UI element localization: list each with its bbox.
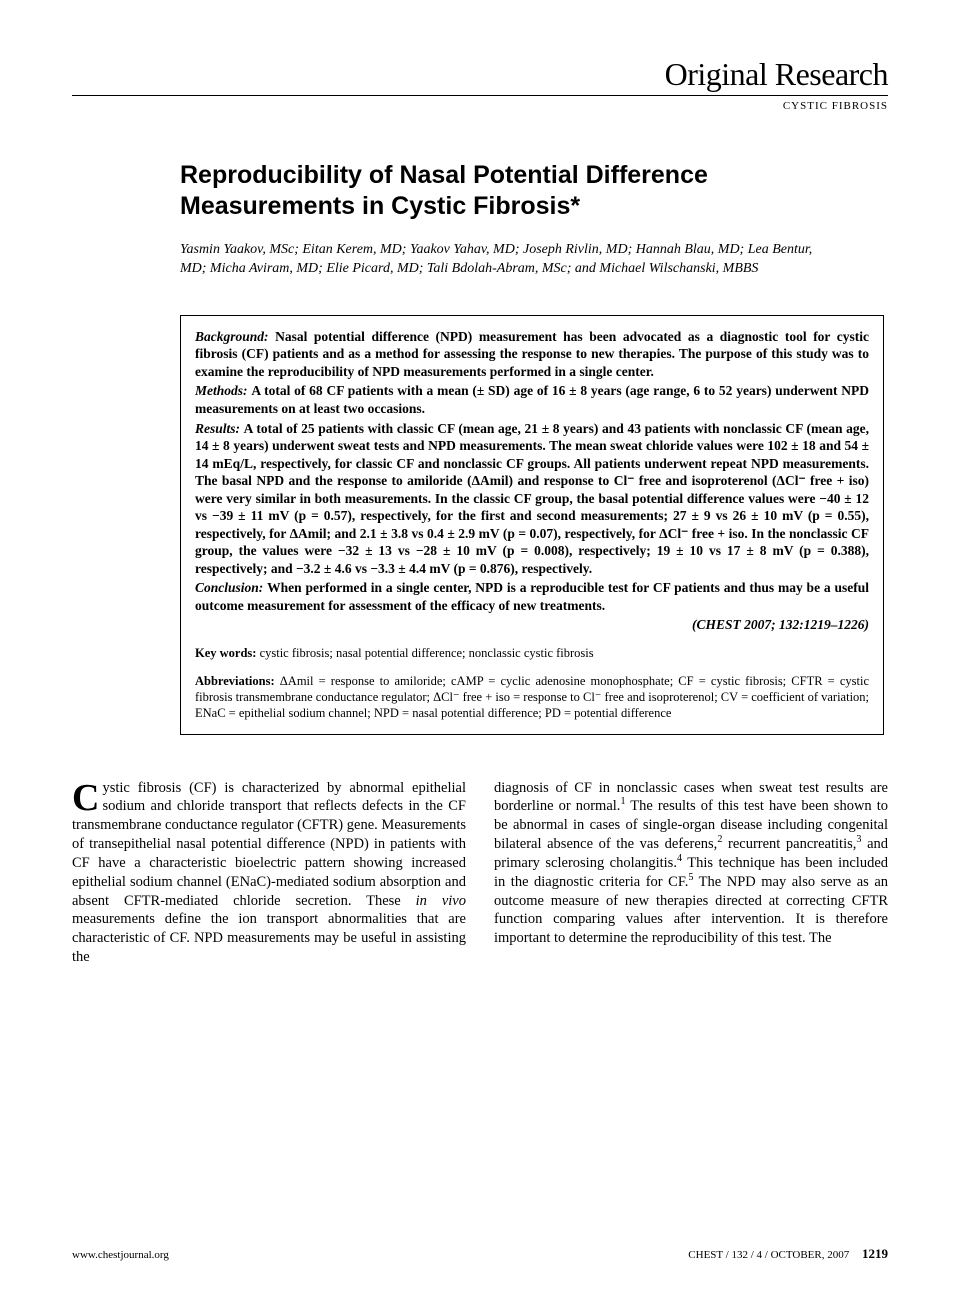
dropcap: C: [72, 779, 102, 814]
abstract-methods-text: A total of 68 CF patients with a mean (±…: [195, 383, 869, 416]
abstract-conclusion-label: Conclusion:: [195, 580, 263, 595]
page-footer: www.chestjournal.org CHEST / 132 / 4 / O…: [72, 1246, 888, 1262]
abstract-background-text: Nasal potential difference (NPD) measure…: [195, 329, 869, 379]
abstract-results-text: A total of 25 patients with classic CF (…: [195, 421, 869, 576]
body-col1-rest: measurements define the ion transport ab…: [72, 911, 466, 965]
body-col1-first: ystic fibrosis (CF) is characterized by …: [72, 780, 466, 909]
keywords-text: cystic fibrosis; nasal potential differe…: [256, 646, 593, 660]
section-header: Original Research: [72, 56, 888, 95]
body-column-right: diagnosis of CF in nonclassic cases when…: [494, 779, 888, 967]
body-columns: Cystic fibrosis (CF) is characterized by…: [72, 779, 888, 967]
keywords-label: Key words:: [195, 646, 256, 660]
abstract-background-label: Background:: [195, 329, 269, 344]
subsection-label: CYSTIC FIBROSIS: [72, 100, 888, 112]
body-column-left: Cystic fibrosis (CF) is characterized by…: [72, 779, 466, 967]
abstract-background: Background: Nasal potential difference (…: [195, 328, 869, 381]
abbreviations-text: ΔAmil = response to amiloride; cAMP = cy…: [195, 674, 869, 721]
abstract-conclusion-text: When performed in a single center, NPD i…: [195, 580, 869, 613]
body-col1-italic: in vivo: [416, 893, 466, 909]
abstract-results: Results: A total of 25 patients with cla…: [195, 420, 869, 578]
abstract-results-label: Results:: [195, 421, 240, 436]
footer-issue: CHEST / 132 / 4 / OCTOBER, 2007: [688, 1249, 849, 1261]
body-col2-c: recurrent pancreatitis,: [722, 836, 856, 852]
footer-url: www.chestjournal.org: [72, 1249, 169, 1261]
abstract-citation: (CHEST 2007; 132:1219–1226): [195, 617, 869, 633]
abstract-conclusion: Conclusion: When performed in a single c…: [195, 579, 869, 614]
abstract-methods-label: Methods:: [195, 383, 248, 398]
abstract-box: Background: Nasal potential difference (…: [180, 315, 884, 735]
abbreviations: Abbreviations: ΔAmil = response to amilo…: [195, 673, 869, 722]
abbreviations-label: Abbreviations:: [195, 674, 275, 688]
abstract-methods: Methods: A total of 68 CF patients with …: [195, 382, 869, 417]
author-list: Yasmin Yaakov, MSc; Eitan Kerem, MD; Yaa…: [180, 241, 828, 279]
article-title: Reproducibility of Nasal Potential Diffe…: [180, 160, 828, 221]
footer-page-number: 1219: [862, 1246, 888, 1261]
footer-right: CHEST / 132 / 4 / OCTOBER, 2007 1219: [688, 1246, 888, 1262]
keywords: Key words: cystic fibrosis; nasal potent…: [195, 645, 869, 661]
